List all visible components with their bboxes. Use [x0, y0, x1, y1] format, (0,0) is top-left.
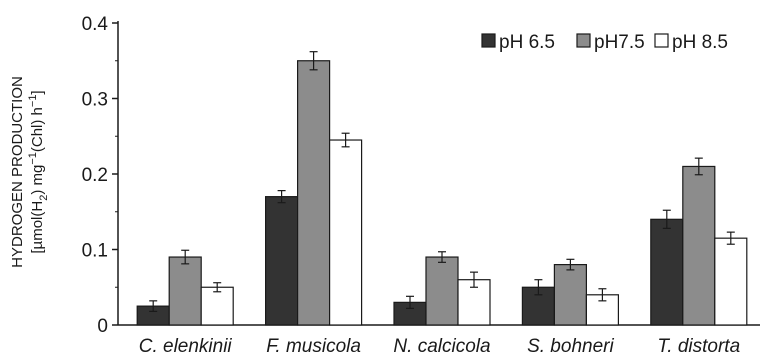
category-labels: C. elenkinii F. musicola N. calcicola S. bo… [139, 336, 740, 357]
category-label: C. elenkinii [139, 336, 233, 357]
bar [265, 196, 299, 326]
y-axis-label-part: ] [29, 90, 46, 94]
bar [425, 256, 459, 326]
error-bars [149, 51, 735, 313]
y-axis-label-part: [µmol(H [29, 201, 46, 254]
legend-label: pH 6.5 [499, 32, 555, 53]
legend-label: pH 8.5 [672, 32, 728, 53]
y-tick-label: 0 [97, 316, 108, 337]
bar [553, 264, 588, 326]
y-axis-label-part: ) mg [29, 165, 46, 195]
y-axis-label-part: −1 [27, 95, 39, 108]
category-label: F. musicola [266, 336, 361, 357]
y-ticks: 0 0.1 0.2 0.3 0.4 [82, 14, 118, 337]
y-axis-label-part: −1 [27, 152, 39, 165]
category-label: S. bohneri [527, 336, 614, 357]
bar [297, 60, 331, 326]
bar [200, 286, 234, 326]
y-axis-label-part: 2 [38, 195, 50, 201]
y-tick-label: 0.2 [82, 165, 108, 186]
legend-label: pH7.5 [594, 32, 645, 53]
legend: pH 6.5 pH7.5 pH 8.5 [481, 32, 728, 53]
bar [714, 237, 748, 326]
bar [329, 139, 363, 326]
bars [136, 60, 748, 326]
y-axis-label-line2: [µmol(H2) mg−1(Chl) h−1] [27, 90, 50, 253]
legend-swatch [576, 33, 591, 48]
y-tick-label: 0.4 [82, 14, 109, 35]
y-tick-label: 0.3 [82, 90, 108, 111]
legend-swatch [654, 33, 669, 48]
y-axis-label-part: (Chl) h [29, 107, 46, 152]
bar [650, 218, 684, 326]
y-axis-label: HYDROGEN PRODUCTION [µmol(H2) mg−1(Chl) … [9, 76, 50, 268]
bar [682, 165, 716, 326]
category-label: T. distorta [657, 336, 740, 357]
legend-swatch [481, 33, 496, 48]
category-label: N. calcicola [393, 336, 490, 357]
bar [168, 256, 202, 326]
bar [457, 279, 491, 326]
y-tick-label: 0.1 [82, 241, 108, 262]
y-axis-label-line1: HYDROGEN PRODUCTION [9, 76, 26, 268]
